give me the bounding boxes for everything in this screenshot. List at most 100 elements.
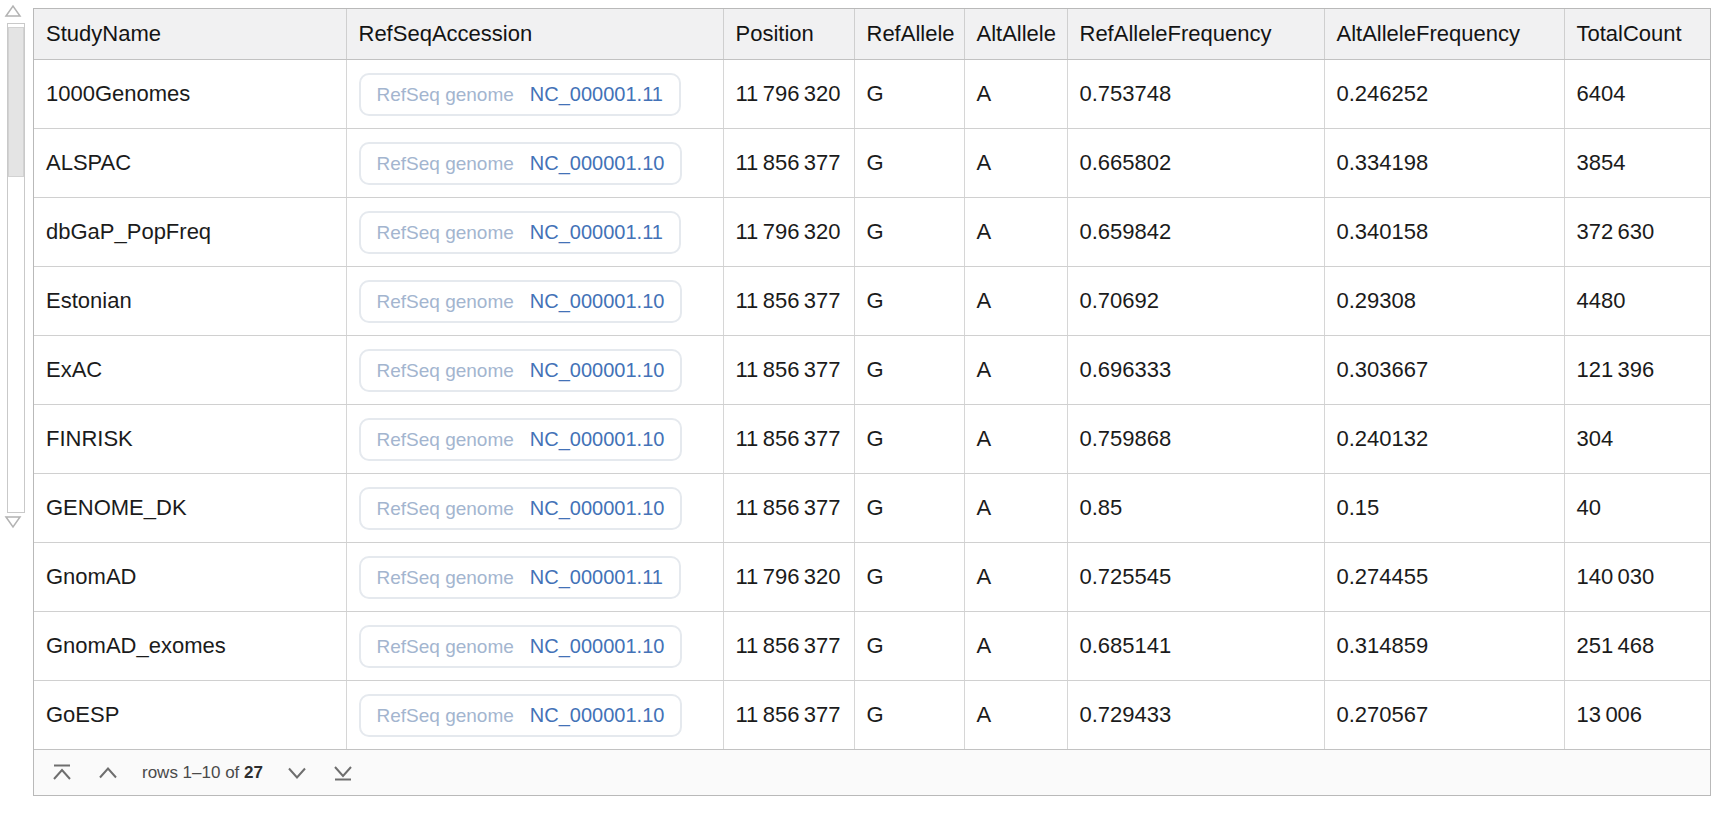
cell-refseq-accession: RefSeq genome NC_000001.10: [346, 336, 723, 405]
table-row: GnomAD RefSeq genome NC_000001.11 11 796…: [34, 543, 1710, 612]
cell-ref-allele-frequency: 0.85: [1067, 474, 1324, 543]
cell-total-count: 13 006: [1564, 681, 1710, 750]
cell-alt-allele: A: [964, 405, 1067, 474]
first-page-icon[interactable]: [50, 763, 74, 782]
cell-ref-allele-frequency: 0.753748: [1067, 60, 1324, 129]
cell-alt-allele-frequency: 0.303667: [1324, 336, 1564, 405]
accession-link[interactable]: NC_000001.10: [530, 359, 665, 382]
accession-link[interactable]: NC_000001.11: [530, 566, 663, 589]
cell-position: 11 856 377: [723, 405, 854, 474]
accession-link[interactable]: NC_000001.10: [530, 152, 665, 175]
table-row: ALSPAC RefSeq genome NC_000001.10 11 856…: [34, 129, 1710, 198]
accession-link[interactable]: NC_000001.11: [530, 83, 663, 106]
cell-ref-allele: G: [854, 336, 964, 405]
last-page-icon[interactable]: [331, 763, 355, 782]
cell-total-count: 3854: [1564, 129, 1710, 198]
cell-ref-allele: G: [854, 681, 964, 750]
cell-refseq-accession: RefSeq genome NC_000001.10: [346, 129, 723, 198]
cell-position: 11 796 320: [723, 198, 854, 267]
cell-study-name: GnomAD_exomes: [34, 612, 346, 681]
cell-alt-allele: A: [964, 474, 1067, 543]
cell-refseq-accession: RefSeq genome NC_000001.10: [346, 474, 723, 543]
refseq-genome-label: RefSeq genome: [377, 222, 514, 244]
rows-range-label: rows 1–10 of: [142, 763, 244, 782]
refseq-genome-label: RefSeq genome: [377, 705, 514, 727]
accession-link[interactable]: NC_000001.10: [530, 635, 665, 658]
cell-alt-allele: A: [964, 129, 1067, 198]
column-header-refallele[interactable]: RefAllele: [854, 9, 964, 60]
cell-alt-allele: A: [964, 681, 1067, 750]
cell-ref-allele-frequency: 0.729433: [1067, 681, 1324, 750]
cell-refseq-accession: RefSeq genome NC_000001.10: [346, 405, 723, 474]
cell-total-count: 4480: [1564, 267, 1710, 336]
refseq-genome-badge: RefSeq genome NC_000001.10: [359, 142, 683, 185]
table-row: Estonian RefSeq genome NC_000001.10 11 8…: [34, 267, 1710, 336]
refseq-genome-badge: RefSeq genome NC_000001.11: [359, 73, 681, 116]
cell-alt-allele: A: [964, 60, 1067, 129]
cell-position: 11 796 320: [723, 60, 854, 129]
accession-link[interactable]: NC_000001.10: [530, 290, 665, 313]
column-header-studyname[interactable]: StudyName: [34, 9, 346, 60]
cell-refseq-accession: RefSeq genome NC_000001.11: [346, 60, 723, 129]
refseq-genome-badge: RefSeq genome NC_000001.10: [359, 418, 683, 461]
frequency-table: StudyName RefSeqAccession Position RefAl…: [33, 8, 1711, 796]
cell-refseq-accession: RefSeq genome NC_000001.11: [346, 543, 723, 612]
cell-position: 11 856 377: [723, 681, 854, 750]
table-row: 1000Genomes RefSeq genome NC_000001.11 1…: [34, 60, 1710, 129]
refseq-genome-badge: RefSeq genome NC_000001.10: [359, 694, 683, 737]
cell-study-name: GnomAD: [34, 543, 346, 612]
cell-ref-allele: G: [854, 60, 964, 129]
accession-link[interactable]: NC_000001.10: [530, 497, 665, 520]
cell-study-name: dbGaP_PopFreq: [34, 198, 346, 267]
cell-total-count: 251 468: [1564, 612, 1710, 681]
cell-ref-allele-frequency: 0.659842: [1067, 198, 1324, 267]
cell-ref-allele-frequency: 0.759868: [1067, 405, 1324, 474]
next-page-icon[interactable]: [285, 763, 309, 782]
column-header-refseqaccession[interactable]: RefSeqAccession: [346, 9, 723, 60]
refseq-genome-badge: RefSeq genome NC_000001.11: [359, 556, 681, 599]
table-row: GoESP RefSeq genome NC_000001.10 11 856 …: [34, 681, 1710, 750]
rows-range-text: rows 1–10 of 27: [142, 763, 263, 783]
cell-alt-allele: A: [964, 336, 1067, 405]
column-header-altallele[interactable]: AltAllele: [964, 9, 1067, 60]
cell-alt-allele: A: [964, 198, 1067, 267]
cell-study-name: FINRISK: [34, 405, 346, 474]
column-header-refallelefrequency[interactable]: RefAlleleFrequency: [1067, 9, 1324, 60]
cell-ref-allele: G: [854, 405, 964, 474]
scroll-up-arrow-icon[interactable]: [3, 3, 23, 19]
cell-study-name: GoESP: [34, 681, 346, 750]
column-header-altallelefrequency[interactable]: AltAlleleFrequency: [1324, 9, 1564, 60]
cell-total-count: 304: [1564, 405, 1710, 474]
refseq-genome-label: RefSeq genome: [377, 153, 514, 175]
cell-total-count: 140 030: [1564, 543, 1710, 612]
scroll-down-arrow-icon[interactable]: [3, 514, 23, 530]
refseq-genome-label: RefSeq genome: [377, 498, 514, 520]
cell-study-name: 1000Genomes: [34, 60, 346, 129]
cell-study-name: Estonian: [34, 267, 346, 336]
cell-position: 11 856 377: [723, 336, 854, 405]
cell-position: 11 856 377: [723, 474, 854, 543]
scrollbar-track[interactable]: [7, 23, 25, 513]
refseq-genome-badge: RefSeq genome NC_000001.10: [359, 349, 683, 392]
previous-page-icon[interactable]: [96, 763, 120, 782]
accession-link[interactable]: NC_000001.10: [530, 428, 665, 451]
column-header-totalcount[interactable]: TotalCount: [1564, 9, 1710, 60]
column-header-position[interactable]: Position: [723, 9, 854, 60]
table-row: dbGaP_PopFreq RefSeq genome NC_000001.11…: [34, 198, 1710, 267]
cell-ref-allele-frequency: 0.685141: [1067, 612, 1324, 681]
table-row: ExAC RefSeq genome NC_000001.10 11 856 3…: [34, 336, 1710, 405]
scrollbar-thumb[interactable]: [8, 27, 24, 177]
frequency-table-page: StudyName RefSeqAccession Position RefAl…: [0, 0, 1712, 820]
cell-position: 11 796 320: [723, 543, 854, 612]
refseq-genome-label: RefSeq genome: [377, 360, 514, 382]
accession-link[interactable]: NC_000001.11: [530, 221, 663, 244]
cell-alt-allele-frequency: 0.270567: [1324, 681, 1564, 750]
refseq-genome-label: RefSeq genome: [377, 84, 514, 106]
cell-alt-allele-frequency: 0.274455: [1324, 543, 1564, 612]
accession-link[interactable]: NC_000001.10: [530, 704, 665, 727]
cell-alt-allele-frequency: 0.246252: [1324, 60, 1564, 129]
cell-ref-allele: G: [854, 129, 964, 198]
refseq-genome-badge: RefSeq genome NC_000001.10: [359, 625, 683, 668]
cell-alt-allele-frequency: 0.314859: [1324, 612, 1564, 681]
pagination-bar: rows 1–10 of 27: [34, 749, 1710, 795]
